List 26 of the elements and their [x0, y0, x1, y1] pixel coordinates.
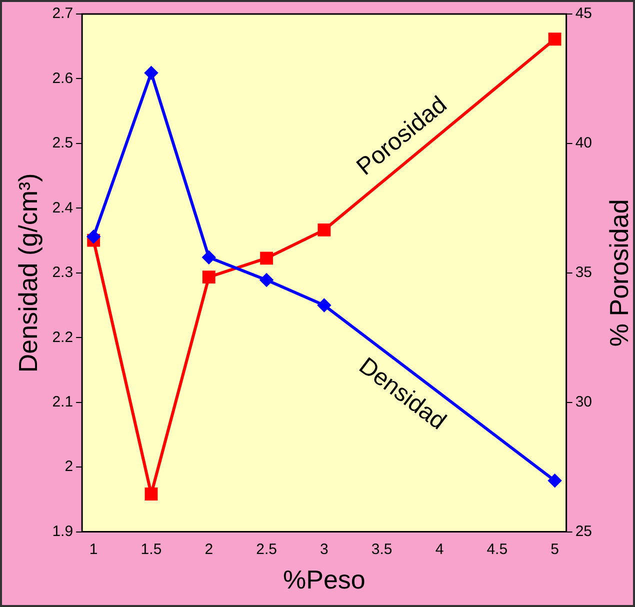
x-tick-label: 4.5	[486, 540, 508, 558]
x-tick-label: 1.5	[140, 540, 162, 558]
y-tick-label: 2.7	[52, 5, 74, 22]
y-tick-label: 2	[64, 458, 74, 476]
y-tick-label: 1.9	[52, 522, 74, 540]
y-tick-label: 2.2	[52, 328, 74, 346]
y2-tick-label: 25	[575, 522, 592, 540]
y2-tick-label: 35	[575, 264, 592, 282]
y-tick-label: 2.5	[52, 134, 74, 152]
x-axis-title: %Peso	[282, 564, 366, 595]
y-tick-label: 2.3	[52, 264, 74, 282]
y2-tick-label: 30	[575, 393, 592, 410]
x-tick-label: 2.5	[256, 540, 277, 558]
y-tick-label: 2.1	[52, 393, 74, 410]
y2-tick-label: 45	[575, 5, 592, 22]
x-tick-label: 5	[550, 540, 559, 558]
x-tick-label: 3.5	[371, 540, 392, 558]
y2-axis-title: % Porosidad	[604, 199, 634, 347]
x-tick-label: 3	[320, 540, 328, 558]
x-tick-label: 4	[435, 540, 444, 558]
x-tick-label: 1	[89, 540, 98, 558]
y-tick-label: 2.6	[52, 70, 74, 87]
y-axis-title: Densidad (g/cm³)	[12, 173, 43, 373]
x-tick-label: 2	[204, 540, 214, 558]
y-tick-label: 2.4	[52, 199, 74, 216]
y2-tick-label: 40	[575, 134, 592, 152]
